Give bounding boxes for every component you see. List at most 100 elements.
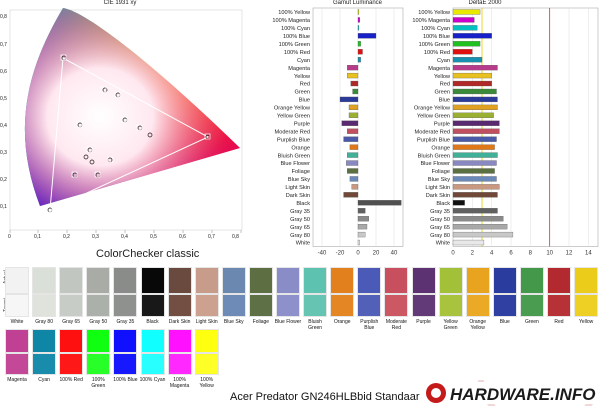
swatch-actual [86,329,111,353]
swatch-actual [59,267,84,294]
bar [452,192,498,198]
category-label: Purple [434,121,450,127]
cie-x-tick: 0,6 [179,234,186,240]
category-label: Orange Yellow [414,106,451,112]
category-label: 100% Blue [423,34,450,40]
swatch-label: Cyan [38,377,50,383]
category-label: Cyan [437,58,450,64]
bar [346,160,359,166]
category-label: Bluish Green [278,153,310,159]
bar [452,200,465,206]
bar [357,41,361,47]
swatch-label: Gray 50 [89,319,108,325]
swatch-actual [194,329,219,353]
cie-y-tick: 0,8 [0,14,7,20]
bar [343,136,359,142]
swatch-label: Magenta [7,377,27,383]
category-label: Blue [299,98,310,104]
swatch-label: Yellow Green [443,319,458,331]
deltae-chart: DeltaE 2000 0 2 4 6 8 10 12 14 100% Yellow 100% M… [405,0,600,262]
x-tick-label: 0 [451,251,455,257]
swatch-label: 100% Blue [113,377,138,383]
swatch-label: 100% Magenta [169,377,190,389]
cie-x-tick: 0,3 [92,234,99,240]
swatch-target [492,294,517,317]
swatch-actual [411,267,436,294]
swatch-target [465,294,490,317]
category-label: Green [294,90,310,96]
monitor-title: Acer Predator GN246HLBbid Standaardweerg… [230,391,474,403]
category-label: 100% Blue [283,34,310,40]
bar [452,176,497,182]
category-label: Gray 50 [430,217,450,223]
category-label: Yellow [294,74,311,80]
bar [452,120,500,126]
swatch-actual [140,267,165,294]
cie-x-tick: 0,5 [150,234,157,240]
category-label: Magenta [428,66,451,72]
bar [452,112,494,118]
swatch-target [303,294,328,317]
category-label: Gray 35 [430,209,450,215]
swatch-target [221,294,246,317]
swatch-target [86,294,111,317]
bar [352,88,359,95]
swatch-label: Purple [416,319,431,325]
x-tick-label: -40 [318,251,327,257]
bar [452,17,475,23]
bar [452,9,481,15]
gamut-luminance-chart: Gamut Luminance -40 -20 0 20 40 100% Yellow 10… [250,0,405,262]
category-label: Blue Flower [280,161,310,167]
category-label: Purplish Blue [417,137,450,143]
swatch-actual [465,267,490,294]
category-label: Bluish Green [418,153,450,159]
bar [357,25,360,31]
swatch-actual [140,329,165,353]
category-label: Gray 50 [290,217,310,223]
plot-frame [452,7,599,247]
swatch-label: Blue Flower [274,319,302,325]
swatch-target [519,294,544,317]
swatch-label: Orange Yellow [469,319,487,331]
bar [452,80,492,87]
swatch-label: Gray 65 [62,319,81,325]
swatch-label: Dark Skin [168,319,191,325]
swatch-target [438,294,463,317]
category-label: Yellow Green [277,114,310,120]
bar [357,239,360,246]
swatch-target [59,294,84,317]
swatch-label: Red [554,319,564,325]
bar [452,49,473,55]
bar [452,216,504,222]
swatch-target [5,353,29,375]
swatch-target [167,294,192,317]
category-label: Purplish Blue [277,137,310,143]
cie-plot [9,8,243,233]
category-label: Dark Skin [426,193,450,199]
category-label: Red [440,82,450,88]
gamut-luminance-title: Gamut Luminance [332,0,383,6]
category-label: Red [300,82,310,88]
category-label: Yellow Green [417,114,450,120]
swatch-label: 100% Red [59,377,83,383]
swatch-actual [5,329,29,353]
swatch-target [5,294,29,317]
swatch-target [140,294,165,317]
bar [452,57,483,63]
x-tick-label: 20 [373,251,380,257]
bar [341,120,359,126]
x-tick-label: 4 [490,251,494,257]
swatch-target [32,294,57,317]
category-label: Orange [291,145,310,151]
swatch-actual [167,329,192,353]
gamut-triangle [49,57,210,211]
swatch-actual [438,267,463,294]
bar [452,239,485,246]
swatch-label: White [10,319,24,325]
x-tick-label: -20 [336,251,345,257]
bar [452,65,498,71]
swatch-actual [303,267,328,294]
category-label: Dark Skin [286,193,310,199]
bar [347,152,359,158]
category-label: Orange Yellow [274,106,311,112]
